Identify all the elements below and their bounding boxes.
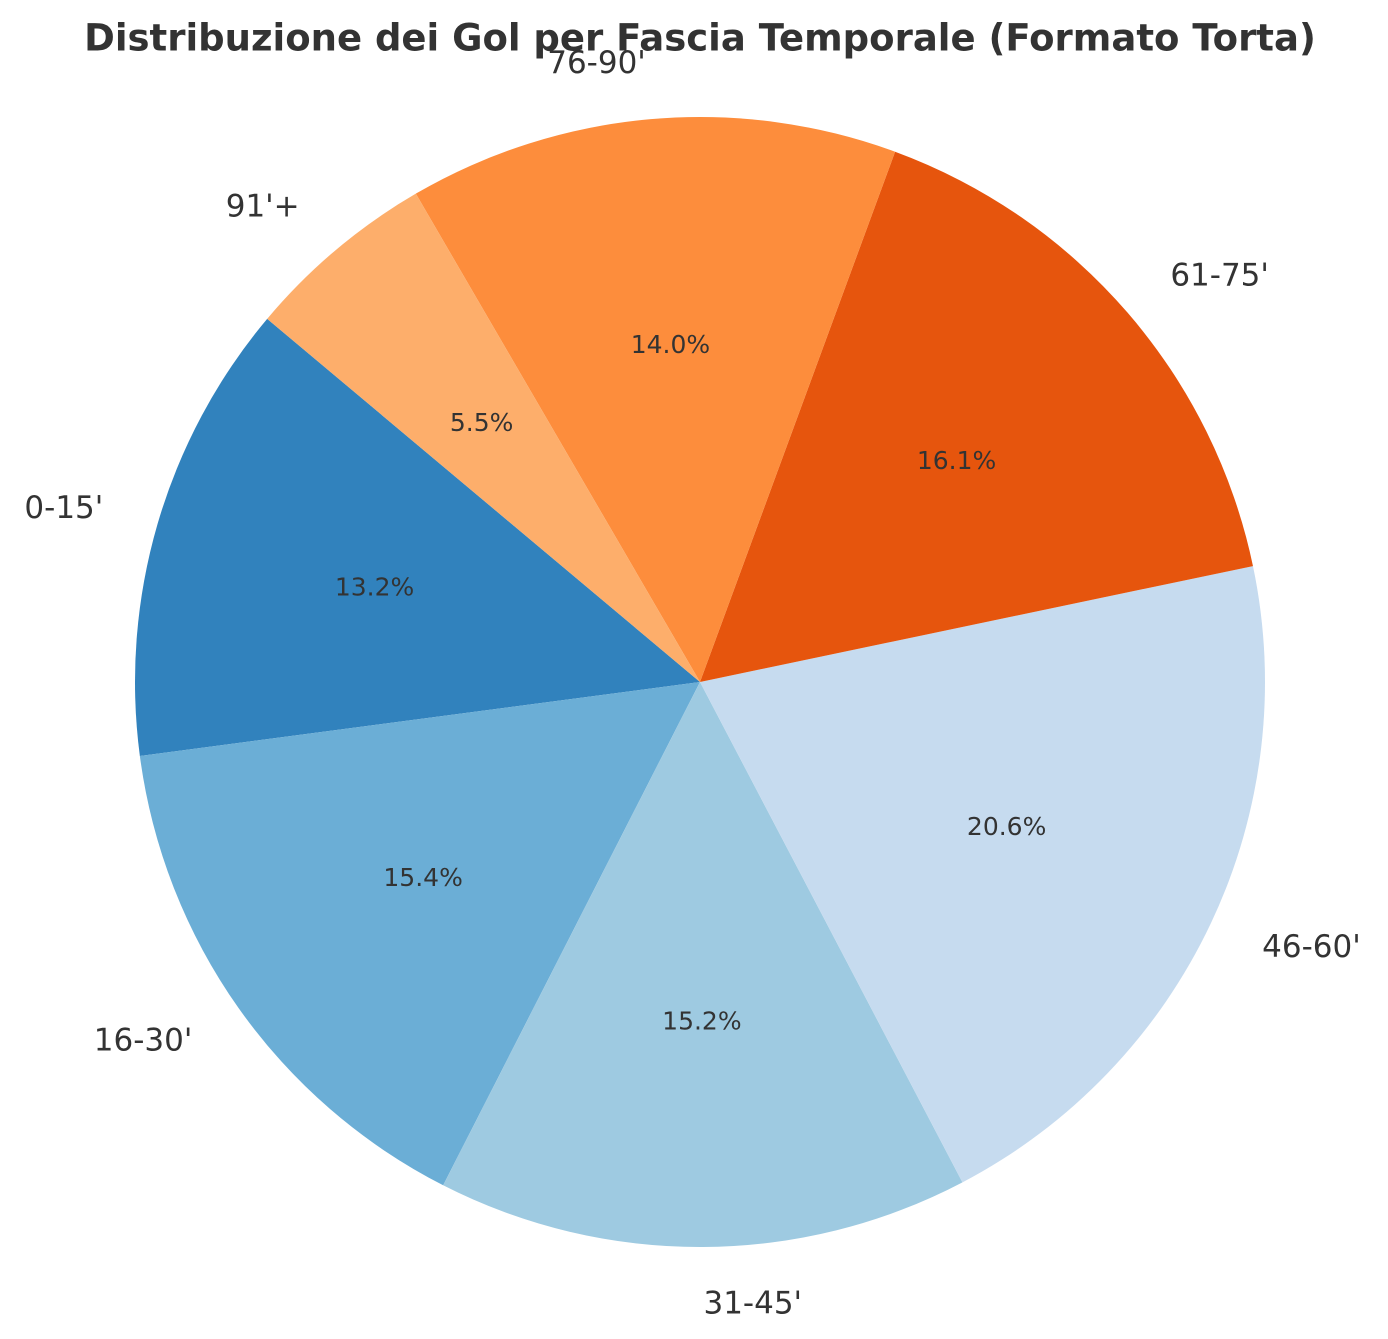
- pie-slice: [700, 566, 1265, 1183]
- pie-slice: [700, 151, 1253, 682]
- slice-label: 46-60': [1262, 929, 1361, 965]
- slice-label: 16-30': [94, 1023, 193, 1059]
- value-label: 14.0%: [631, 330, 710, 359]
- pie-slice: [415, 117, 896, 683]
- value-label: 5.5%: [450, 408, 514, 437]
- slice-label: 76-90': [547, 45, 646, 81]
- slice-label: 0-15': [24, 490, 103, 526]
- slice-label: 61-75': [1170, 258, 1269, 294]
- value-label: 16.1%: [917, 446, 996, 475]
- chart-title: Distribuzione dei Gol per Fascia Tempora…: [84, 17, 1316, 60]
- pie-slice: [267, 193, 700, 682]
- pie-slice: [135, 318, 700, 756]
- pie-slice: [443, 682, 963, 1247]
- value-label: 15.4%: [383, 863, 462, 892]
- value-label: 15.2%: [662, 1006, 741, 1035]
- slice-label: 31-45': [703, 1285, 802, 1321]
- value-label: 13.2%: [335, 573, 414, 602]
- value-label: 20.6%: [967, 812, 1046, 841]
- slice-label: 91'+: [226, 189, 300, 225]
- pie-slice: [139, 682, 700, 1186]
